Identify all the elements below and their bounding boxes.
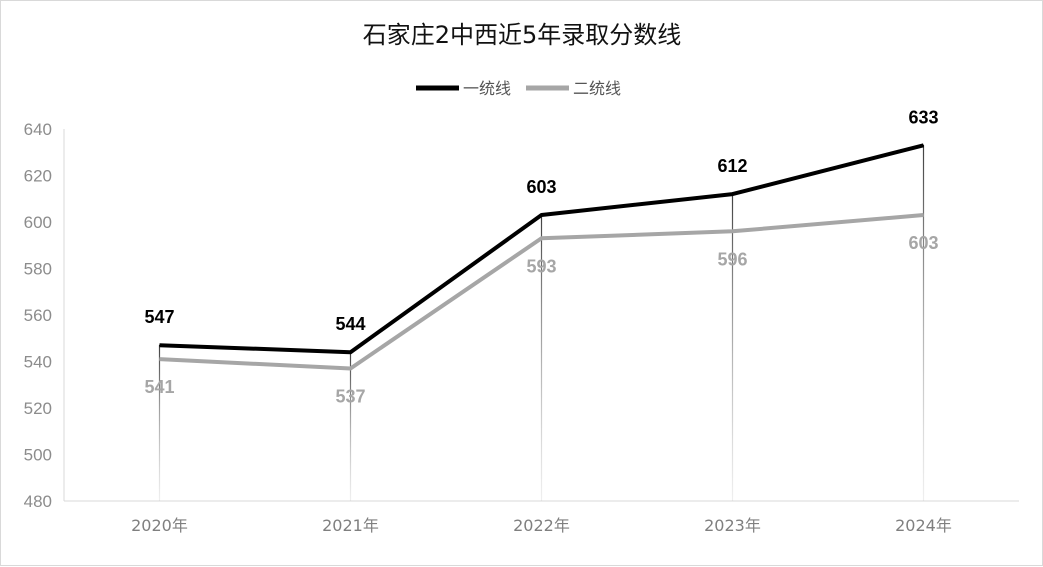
data-label: 633 (908, 107, 938, 127)
y-tick-label: 580 (24, 260, 52, 279)
drop-line (922, 145, 925, 501)
data-label: 596 (717, 249, 747, 269)
data-point (159, 344, 160, 346)
data-point (350, 367, 351, 369)
data-label: 537 (335, 386, 365, 406)
chart-title: 石家庄2中西近5年录取分数线 (363, 21, 682, 49)
data-label: 593 (526, 256, 556, 276)
y-tick-label: 600 (24, 213, 52, 232)
data-point (541, 214, 542, 216)
x-tick-label: 2020年 (131, 516, 188, 535)
drop-lines (158, 145, 925, 501)
data-point (732, 230, 733, 232)
y-tick-label: 540 (24, 353, 52, 372)
y-tick-label: 620 (24, 167, 52, 186)
x-tick-label: 2023年 (704, 516, 761, 535)
data-label: 544 (335, 314, 365, 334)
drop-line (540, 215, 543, 501)
data-labels: 547 544 603 612 633 541 537 593 596 603 (144, 107, 938, 406)
legend-label-series-2: 二统线 (573, 79, 621, 98)
x-tick-label: 2022年 (513, 516, 570, 535)
data-point (923, 214, 924, 216)
y-tick-labels: 640 620 600 580 560 540 520 500 480 (24, 120, 52, 511)
x-tick-labels: 2020年 2021年 2022年 2023年 2024年 (131, 516, 952, 535)
data-point (923, 144, 924, 146)
y-tick-label: 640 (24, 120, 52, 139)
data-label: 603 (526, 177, 556, 197)
x-tick-label: 2024年 (895, 516, 952, 535)
data-label: 547 (144, 307, 174, 327)
series-lines (159, 143, 924, 371)
drop-line (731, 194, 734, 501)
data-point (159, 358, 160, 360)
legend: 一统线 二统线 (416, 79, 621, 98)
data-point (350, 351, 351, 353)
x-tick-label: 2021年 (322, 516, 379, 535)
data-label: 541 (144, 377, 174, 397)
data-label: 603 (908, 233, 938, 253)
data-point (541, 237, 542, 239)
drop-line (349, 352, 352, 501)
data-label: 612 (717, 156, 747, 176)
y-tick-label: 560 (24, 306, 52, 325)
y-tick-label: 500 (24, 446, 52, 465)
legend-label-series-1: 一统线 (463, 79, 511, 98)
data-point (732, 193, 733, 195)
drop-line (158, 345, 161, 501)
y-tick-label: 480 (24, 492, 52, 511)
y-tick-label: 520 (24, 399, 52, 418)
